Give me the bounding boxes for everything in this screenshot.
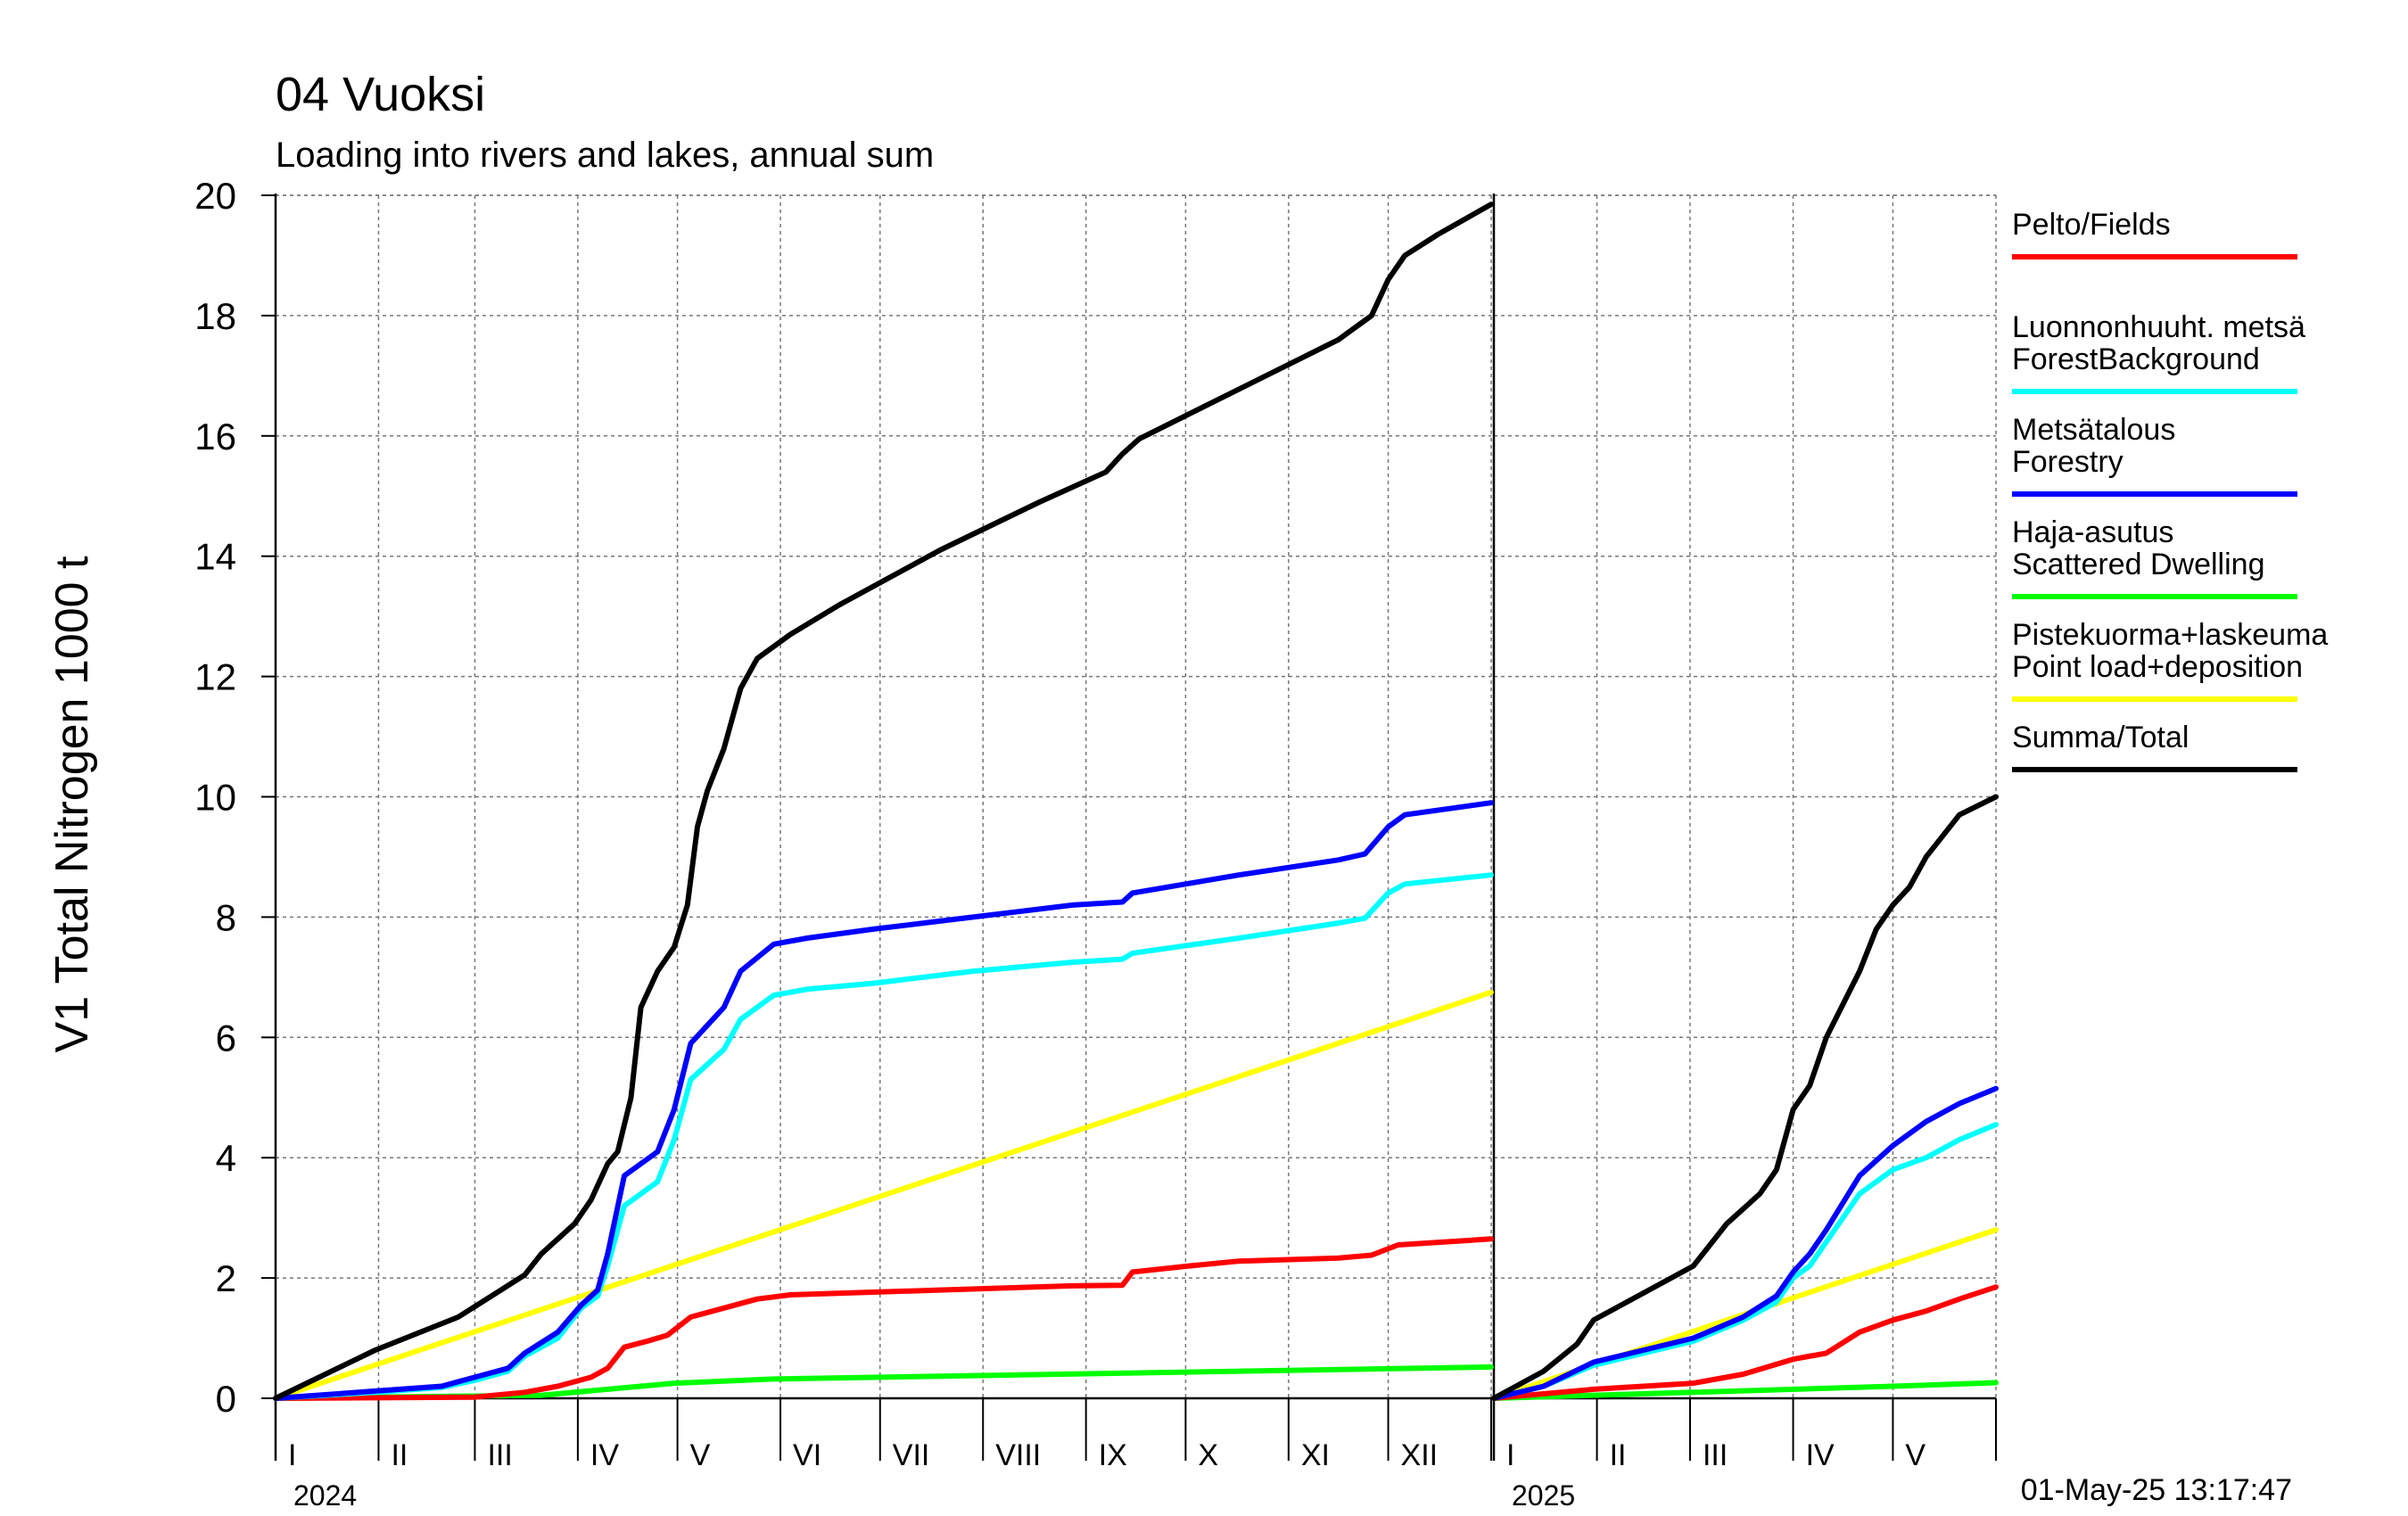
month-label: I [1506,1438,1514,1472]
series-line-total-2025 [1491,794,1999,1401]
legend-label: Metsätalous [2012,413,2175,447]
legend-label: Pelto/Fields [2012,208,2171,242]
month-label: IV [1806,1438,1835,1472]
y-tick-label: 2 [216,1257,236,1299]
month-label: II [391,1438,408,1472]
series-line-forestry-2024 [273,800,1494,1401]
y-tick-label: 10 [194,777,236,819]
month-label: III [487,1438,512,1472]
y-tick-label: 4 [216,1137,236,1179]
plot-lines [273,202,1999,1401]
month-label: IX [1099,1438,1127,1472]
y-tick-label: 12 [194,656,236,698]
month-label: I [288,1438,296,1472]
y-tick-label: 18 [194,295,236,337]
legend-label: Haja-asutus [2012,515,2173,549]
legend-label: Pistekuorma+laskeuma [2012,618,2328,652]
legend-label: Point load+deposition [2012,650,2303,684]
series-line-point-2024 [273,989,1494,1401]
legend-label: Scattered Dwelling [2012,548,2264,581]
month-label: III [1703,1438,1728,1472]
month-label: VII [893,1438,930,1472]
series-line-pelto-2024 [273,1236,1494,1401]
series-line-dwelling-2025 [1491,1380,1999,1401]
series-line-forestry-2025 [1491,1085,1999,1401]
legend-label: Forestry [2012,445,2123,479]
y-tick-label: 8 [216,896,236,938]
legend-label: ForestBackground [2012,342,2260,376]
legend-label: Summa/Total [2012,721,2189,754]
y-axis-label: V1 Total Nitrogen 1000 t [46,556,98,1053]
y-tick-label: 6 [216,1017,236,1059]
y-tick-label: 0 [216,1378,236,1420]
series-line-pelto-2025 [1491,1284,1999,1401]
month-label: V [690,1438,711,1472]
chart-title: 04 Vuoksi [276,68,485,121]
series-line-forest_bg-2025 [1491,1122,1999,1401]
month-label: VI [793,1438,821,1472]
series-line-total-2024 [273,202,1494,1401]
month-label: IV [590,1438,619,1472]
y-tick-label: 16 [194,416,236,457]
month-label: X [1198,1438,1218,1472]
timestamp: 01-May-25 13:17:47 [2021,1473,2292,1507]
year-label: 2025 [1512,1479,1575,1512]
grid [276,194,1997,1398]
month-label: V [1905,1438,1926,1472]
month-label: II [1610,1438,1627,1472]
legend-label: Luonnonhuuht. metsä [2012,310,2305,344]
year-label: 2024 [293,1479,357,1512]
month-label: VIII [995,1438,1041,1472]
month-label: XI [1301,1438,1330,1472]
chart-subtitle: Loading into rivers and lakes, annual su… [276,136,934,175]
y-tick-label: 14 [194,536,236,578]
month-label: XII [1401,1438,1439,1472]
y-tick-label: 20 [194,175,236,217]
legend: Pelto/Fields Luonnonhuuht. metsäForestBac… [2012,208,2328,772]
